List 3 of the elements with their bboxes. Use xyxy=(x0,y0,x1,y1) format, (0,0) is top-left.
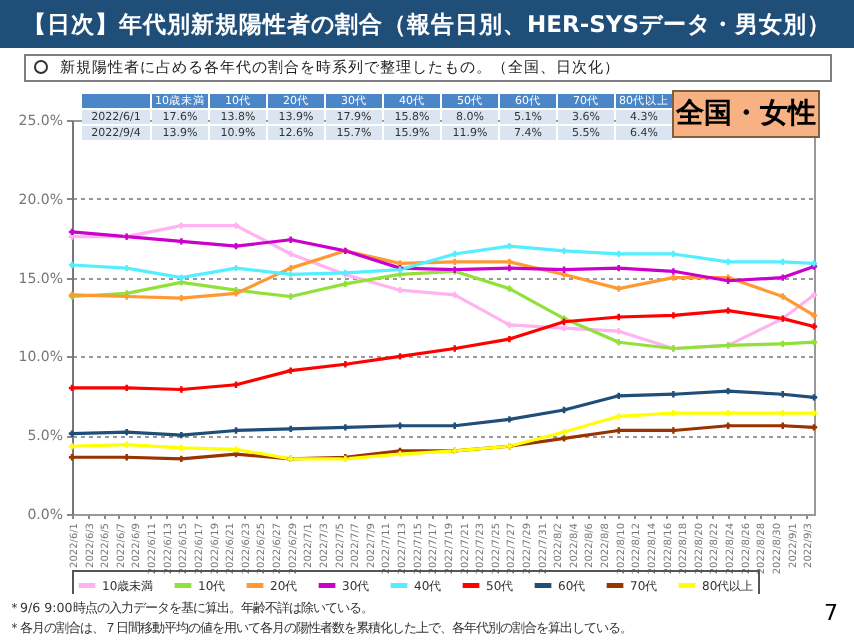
chart-title: 【日次】年代別新規陽性者の割合（報告日別、HER-SYSデータ・男女別） xyxy=(0,0,854,48)
annotation: 全国・女性 xyxy=(672,90,820,138)
text: 7 xyxy=(824,600,838,626)
